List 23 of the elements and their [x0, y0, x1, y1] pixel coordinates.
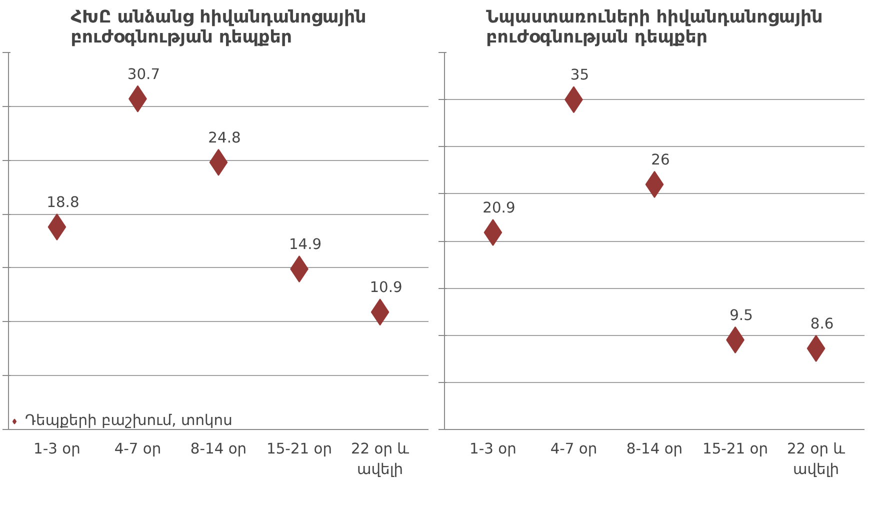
chart-title: Նպաստառուների հիվանդանոցային բուժօգնության դեպքեր: [486, 8, 823, 48]
x-tick-label: 8-14 օր: [626, 440, 683, 458]
data-label: 35: [570, 66, 590, 84]
legend-label: Դեպքերի բաշխում, տոկոս: [25, 412, 232, 429]
data-label: 18.8: [46, 194, 80, 211]
x-tick-label: 1-3 օր: [34, 440, 80, 458]
x-tick-label: 8-14 օր: [190, 440, 247, 458]
x-tick-label: 15-21 օր: [702, 440, 768, 458]
data-label: 30.7: [127, 66, 160, 83]
data-label: 20.9: [482, 200, 516, 217]
x-tick-label: 22 օր և ավելի: [787, 440, 846, 478]
data-label: 10.9: [370, 279, 402, 296]
data-label: 24.8: [208, 129, 241, 146]
x-tick-label: 15-21 օր: [266, 440, 332, 458]
x-tick-label: 22 օր և ավելի: [351, 440, 410, 478]
x-tick-label: 1-3 օր: [470, 440, 516, 458]
chart-title: ՀԽԸ անձանց հիվանդանոցային բուժօգնության դեպքեր: [70, 8, 366, 48]
x-tick-label: 4-7 օր: [550, 440, 598, 458]
data-label: 8.6: [810, 315, 834, 332]
x-tick-label: 4-7 օր: [114, 440, 162, 458]
data-label: 26: [651, 151, 670, 168]
data-label: 14.9: [288, 236, 322, 254]
data-label: 9.5: [730, 306, 753, 324]
